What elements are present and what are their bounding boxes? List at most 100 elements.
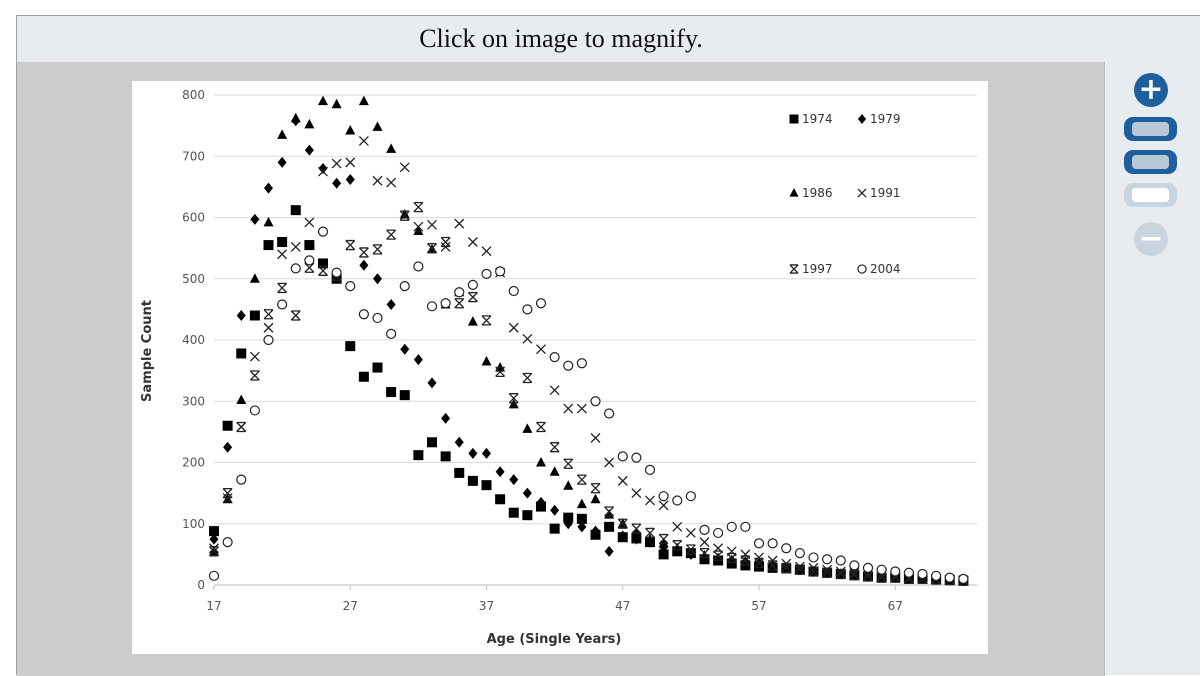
data-point-1979 xyxy=(618,530,628,542)
data-point-2004 xyxy=(454,287,465,298)
data-point-1997 xyxy=(508,393,519,404)
data-point-2004 xyxy=(767,538,778,549)
data-point-1974 xyxy=(563,512,574,523)
series-2004 xyxy=(208,226,969,584)
data-point-1991 xyxy=(563,403,574,414)
data-point-1991 xyxy=(604,457,615,468)
data-point-1997 xyxy=(481,315,492,326)
data-point-1986 xyxy=(372,121,383,131)
data-point-1979 xyxy=(454,436,464,448)
data-point-2004 xyxy=(713,527,724,539)
data-point-1979 xyxy=(250,213,260,225)
x-tick-labels: 17 27 37 47 57 67 xyxy=(206,599,903,613)
data-point-2004 xyxy=(617,451,628,462)
data-point-1974 xyxy=(249,310,260,321)
data-point-1991 xyxy=(631,488,642,499)
data-point-2004 xyxy=(236,474,247,485)
data-point-1974 xyxy=(304,240,315,251)
data-point-1997 xyxy=(536,421,546,433)
data-point-1997 xyxy=(358,247,369,258)
legend-label-1986: 1986 xyxy=(802,186,833,200)
data-point-1986 xyxy=(508,398,519,409)
data-point-1986 xyxy=(413,225,424,235)
zoom-level-1-indicator xyxy=(1132,122,1169,136)
data-point-2004 xyxy=(413,261,424,272)
data-point-1991 xyxy=(849,567,860,578)
data-point-1979 xyxy=(209,533,219,545)
data-point-1991 xyxy=(427,219,437,230)
data-point-1997 xyxy=(849,570,860,581)
data-point-1991 xyxy=(617,475,628,486)
data-point-1997 xyxy=(658,533,669,545)
legend-entry-2004: 2004 xyxy=(857,262,901,276)
data-point-1986 xyxy=(263,216,274,227)
data-point-1997 xyxy=(903,573,914,585)
data-point-1997 xyxy=(209,546,219,557)
data-point-2004 xyxy=(822,554,833,565)
series-1979 xyxy=(209,115,968,587)
data-point-1986 xyxy=(631,527,642,537)
axes xyxy=(213,584,977,590)
y-tick-labels: 0 100 200 300 400 500 600 700 800 xyxy=(182,88,205,592)
data-point-1997 xyxy=(576,474,587,485)
zoom-level-1-button[interactable] xyxy=(1124,117,1177,141)
data-point-2004 xyxy=(944,572,955,583)
data-point-2004 xyxy=(563,360,574,371)
x-tick-label: 37 xyxy=(479,599,494,613)
data-point-1997 xyxy=(427,242,437,254)
legend-label-1991: 1991 xyxy=(870,186,901,200)
data-point-1997 xyxy=(672,540,683,551)
data-point-1979 xyxy=(345,174,355,186)
data-point-1986 xyxy=(754,559,764,569)
zoom-level-3-button[interactable] xyxy=(1124,183,1177,207)
chart-image[interactable]: 0 100 200 300 400 500 600 700 800 17 27 37 47 57 67 1… xyxy=(132,81,988,654)
data-point-1991 xyxy=(822,564,833,575)
data-point-1986 xyxy=(277,129,288,139)
data-point-1991 xyxy=(386,177,397,188)
data-point-1986 xyxy=(549,466,560,476)
data-point-1997 xyxy=(726,552,737,564)
y-tick-label: 0 xyxy=(197,578,205,592)
data-point-1997 xyxy=(399,210,410,221)
data-point-1979 xyxy=(413,354,423,366)
data-point-2004 xyxy=(317,226,329,237)
x-tick-label: 57 xyxy=(751,599,766,613)
data-point-1991 xyxy=(536,344,546,355)
data-point-1997 xyxy=(440,236,451,248)
data-point-1991 xyxy=(413,221,424,232)
legend: 1974 1979 1986 1991 1997 2004 xyxy=(789,112,901,276)
data-point-2004 xyxy=(263,334,274,346)
magnify-caption[interactable]: Click on image to magnify. xyxy=(419,24,703,53)
data-point-2004 xyxy=(672,495,683,506)
data-point-2004 xyxy=(304,255,315,266)
data-point-1997 xyxy=(808,566,819,577)
data-point-1997 xyxy=(713,550,724,561)
zoom-out-icon[interactable]: − xyxy=(1134,222,1168,256)
data-point-1991 xyxy=(549,385,560,396)
data-point-1979 xyxy=(373,273,382,285)
data-point-2004 xyxy=(808,552,819,563)
y-tick-label: 800 xyxy=(182,88,205,102)
data-point-1991 xyxy=(331,158,342,169)
zoom-in-icon[interactable]: + xyxy=(1134,73,1168,107)
zoom-level-2-button[interactable] xyxy=(1124,150,1177,174)
data-point-1986 xyxy=(345,125,356,135)
data-point-1979 xyxy=(304,144,314,156)
data-point-2004 xyxy=(862,562,874,573)
data-point-1974 xyxy=(209,526,219,537)
data-point-2004 xyxy=(290,263,301,274)
data-point-1991 xyxy=(481,246,492,257)
data-point-1997 xyxy=(236,421,247,433)
y-tick-label: 300 xyxy=(182,394,205,408)
y-tick-label: 400 xyxy=(182,333,205,347)
data-point-1974 xyxy=(277,237,288,247)
data-point-1979 xyxy=(386,298,396,310)
legend-marker-1997 xyxy=(789,264,799,274)
data-point-1986 xyxy=(467,316,478,326)
data-point-1979 xyxy=(482,447,491,459)
legend-label-1997: 1997 xyxy=(802,262,833,276)
data-point-1997 xyxy=(781,562,792,573)
data-point-1997 xyxy=(522,372,533,384)
grid-lines xyxy=(214,94,977,525)
data-point-1997 xyxy=(794,564,805,575)
